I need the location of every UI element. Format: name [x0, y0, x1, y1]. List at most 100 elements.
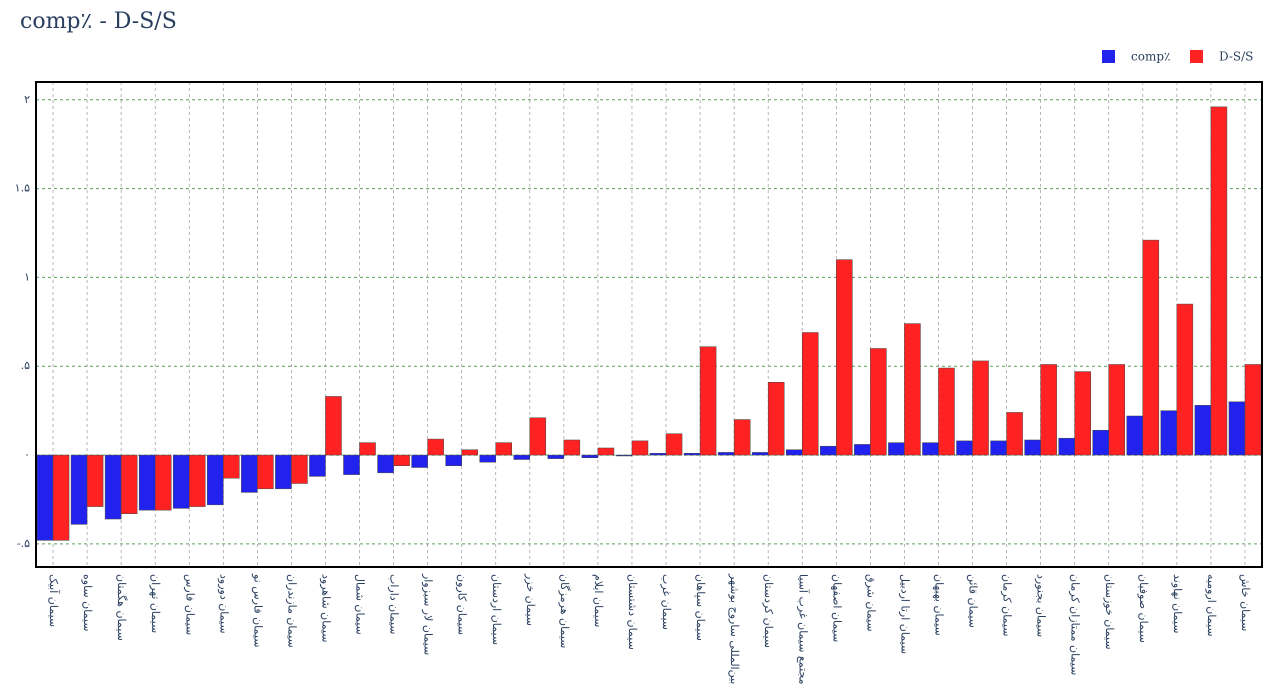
bar — [802, 332, 819, 456]
bar — [956, 440, 973, 456]
bar — [1210, 106, 1228, 456]
bar — [1058, 437, 1075, 456]
x-tick-label: سیمان فارس — [183, 574, 196, 635]
x-tick-label: سیمان دشتستان — [626, 574, 639, 650]
bar — [665, 433, 683, 456]
x-tick-label: سیمان خوزستان — [1103, 574, 1116, 650]
bar — [820, 445, 837, 456]
x-tick-label: سیمان صوفیان — [1137, 574, 1150, 643]
bar — [138, 454, 156, 511]
legend-label: comp٪ — [1131, 50, 1170, 64]
bar — [207, 454, 224, 506]
x-tick-label: سیمان خزر — [524, 573, 537, 626]
x-tick-label: سیمان سپاهان — [694, 574, 707, 641]
bar — [888, 442, 905, 456]
x-tick-label: سیمان داراب — [388, 574, 401, 635]
bar — [631, 440, 649, 456]
x-tick-label: سیمان خاش — [1239, 574, 1252, 631]
bar — [257, 454, 274, 490]
bar — [427, 438, 444, 456]
y-tick-label: ۱.۵ — [15, 182, 30, 195]
bar — [990, 440, 1007, 456]
bar — [411, 454, 428, 468]
y-tick-label: .۵ — [21, 359, 30, 372]
bar — [649, 453, 667, 456]
bar — [547, 454, 565, 459]
bar — [275, 454, 292, 490]
bar — [1142, 239, 1160, 456]
bar — [563, 439, 581, 456]
x-tick-label: سیمان ارومیه — [1205, 574, 1218, 637]
bar — [1176, 303, 1194, 456]
bar — [1160, 410, 1178, 456]
bar — [120, 454, 138, 514]
legend-swatch — [1102, 50, 1115, 63]
x-tick-label: سیمان ممتازان کرمان — [1069, 574, 1082, 675]
bar — [86, 454, 104, 507]
x-tick-label: بین‌المللی ساروج بوشهر — [728, 573, 741, 684]
x-tick-label: سیمان کردستان — [762, 574, 775, 648]
bar — [1074, 371, 1091, 456]
x-tick-label: سیمان مازندران — [285, 574, 298, 648]
bar — [241, 454, 258, 493]
bar — [733, 419, 751, 456]
bar — [104, 454, 122, 520]
x-tick-label: سیمان لار سبزوار — [422, 573, 435, 655]
bar — [479, 454, 497, 463]
x-tick-label: سیمان نهاوند — [1171, 574, 1184, 633]
x-tick-label: سیمان ساوه — [81, 574, 94, 631]
bar — [717, 452, 735, 456]
bar — [1024, 439, 1041, 456]
y-tick-label: ۱ — [24, 270, 30, 283]
x-tick-label: سیمان بهبهان — [932, 574, 945, 636]
bar — [836, 259, 853, 456]
x-tick-label: سیمان اردستان — [490, 574, 503, 645]
bar — [172, 454, 190, 509]
x-tick-label: سیمان کرمان — [1001, 574, 1014, 636]
bar — [529, 417, 547, 456]
bar — [52, 454, 70, 541]
bar — [597, 447, 615, 456]
bar — [1006, 412, 1023, 456]
bar — [70, 454, 88, 525]
bar — [854, 444, 871, 456]
chart-title: comp٪ - D-S/S — [20, 9, 177, 34]
bar — [1194, 405, 1212, 456]
x-tick-label: مجتمع سیمان غرب آسیا — [796, 574, 809, 685]
bar — [922, 442, 939, 456]
bar — [461, 449, 478, 456]
bar — [393, 454, 410, 466]
bar — [785, 449, 803, 456]
bar — [683, 453, 701, 456]
x-tick-label: سیمان غرب — [660, 574, 673, 630]
bar — [445, 454, 462, 466]
bar — [189, 454, 206, 507]
bar — [309, 454, 326, 477]
bar — [1126, 415, 1144, 456]
bar — [581, 454, 599, 458]
x-tick-label: سیمان هرمزگان — [558, 574, 571, 648]
bar — [1040, 364, 1057, 456]
x-tick-label: سیمان تهران — [149, 574, 162, 633]
x-tick-label: سیمان قائن — [967, 574, 980, 628]
bar — [513, 454, 531, 460]
bar — [1108, 364, 1126, 456]
bar — [1228, 401, 1246, 456]
bar — [767, 381, 785, 456]
bar — [972, 360, 989, 456]
bar — [343, 454, 360, 475]
y-tick-label: -.۵ — [17, 537, 30, 550]
bars — [36, 106, 1262, 541]
x-tick-label: سیمان فارس نو — [251, 573, 264, 647]
bar — [377, 454, 394, 474]
x-tick-label: سیمان هگمتان — [115, 574, 128, 641]
bar — [751, 452, 769, 456]
bar — [36, 454, 54, 541]
bar — [223, 454, 240, 479]
bar — [325, 396, 342, 456]
bar — [699, 346, 717, 456]
bar — [495, 442, 513, 456]
y-tick-label: ۲ — [24, 93, 30, 106]
x-tick-label: سیمان دورود — [217, 574, 230, 634]
